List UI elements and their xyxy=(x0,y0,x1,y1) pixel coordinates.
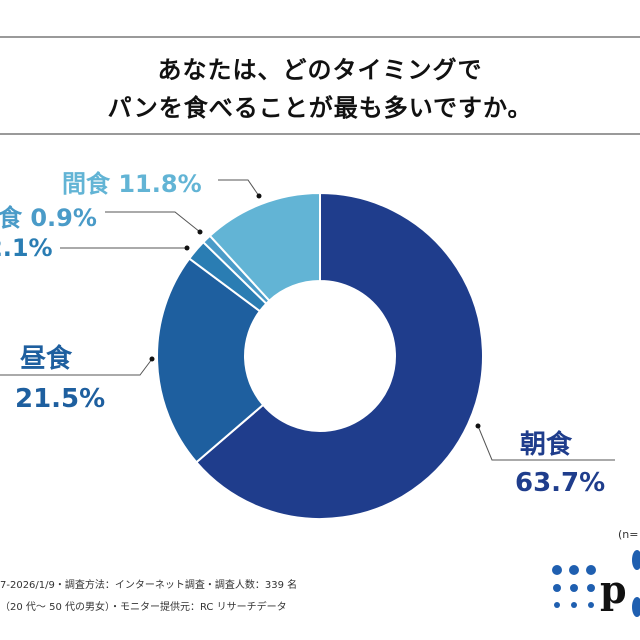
svg-text:p: p xyxy=(600,567,627,612)
footer-line1: 7-2026/1/9・調査方法：インターネット調査・調査人数：339 名 xyxy=(0,580,298,591)
leader-dot xyxy=(197,229,203,235)
chart-title-line1: あなたは、どのタイミングで xyxy=(157,56,483,84)
chart-title-line2: パンを食べることが最も多いですか。 xyxy=(107,94,533,122)
footer-line2: （20 代～ 50 代の男女）・モニター提供元：RC リサーチデータ xyxy=(0,602,287,613)
label-0-9: 食 0.9% xyxy=(0,204,97,232)
leader-dot xyxy=(475,423,481,429)
title-top-rule xyxy=(0,36,640,38)
label-lunch-name: 昼食 xyxy=(20,344,73,374)
label-breakfast-value: 63.7% xyxy=(515,468,606,498)
title-bottom-rule xyxy=(0,133,640,135)
sample-size-note: (n= xyxy=(618,528,639,541)
leader-line-0-9 xyxy=(105,211,201,233)
leader-dot xyxy=(149,356,155,362)
donut-slice-0 xyxy=(194,191,484,520)
label-snack: 間食 11.8% xyxy=(62,170,202,198)
leader-dot xyxy=(256,193,262,199)
leader-line-snack xyxy=(218,179,260,197)
leader-line-breakfast xyxy=(477,425,615,461)
leader-line-lunch xyxy=(0,358,153,376)
label-lunch-value: 21.5% xyxy=(15,384,106,414)
donut-slice-4 xyxy=(208,191,321,303)
label-2-1: 2.1% xyxy=(0,234,53,262)
label-breakfast-name: 朝食 xyxy=(520,430,573,460)
donut-slice-1 xyxy=(156,257,265,464)
leader-dot xyxy=(184,245,190,251)
